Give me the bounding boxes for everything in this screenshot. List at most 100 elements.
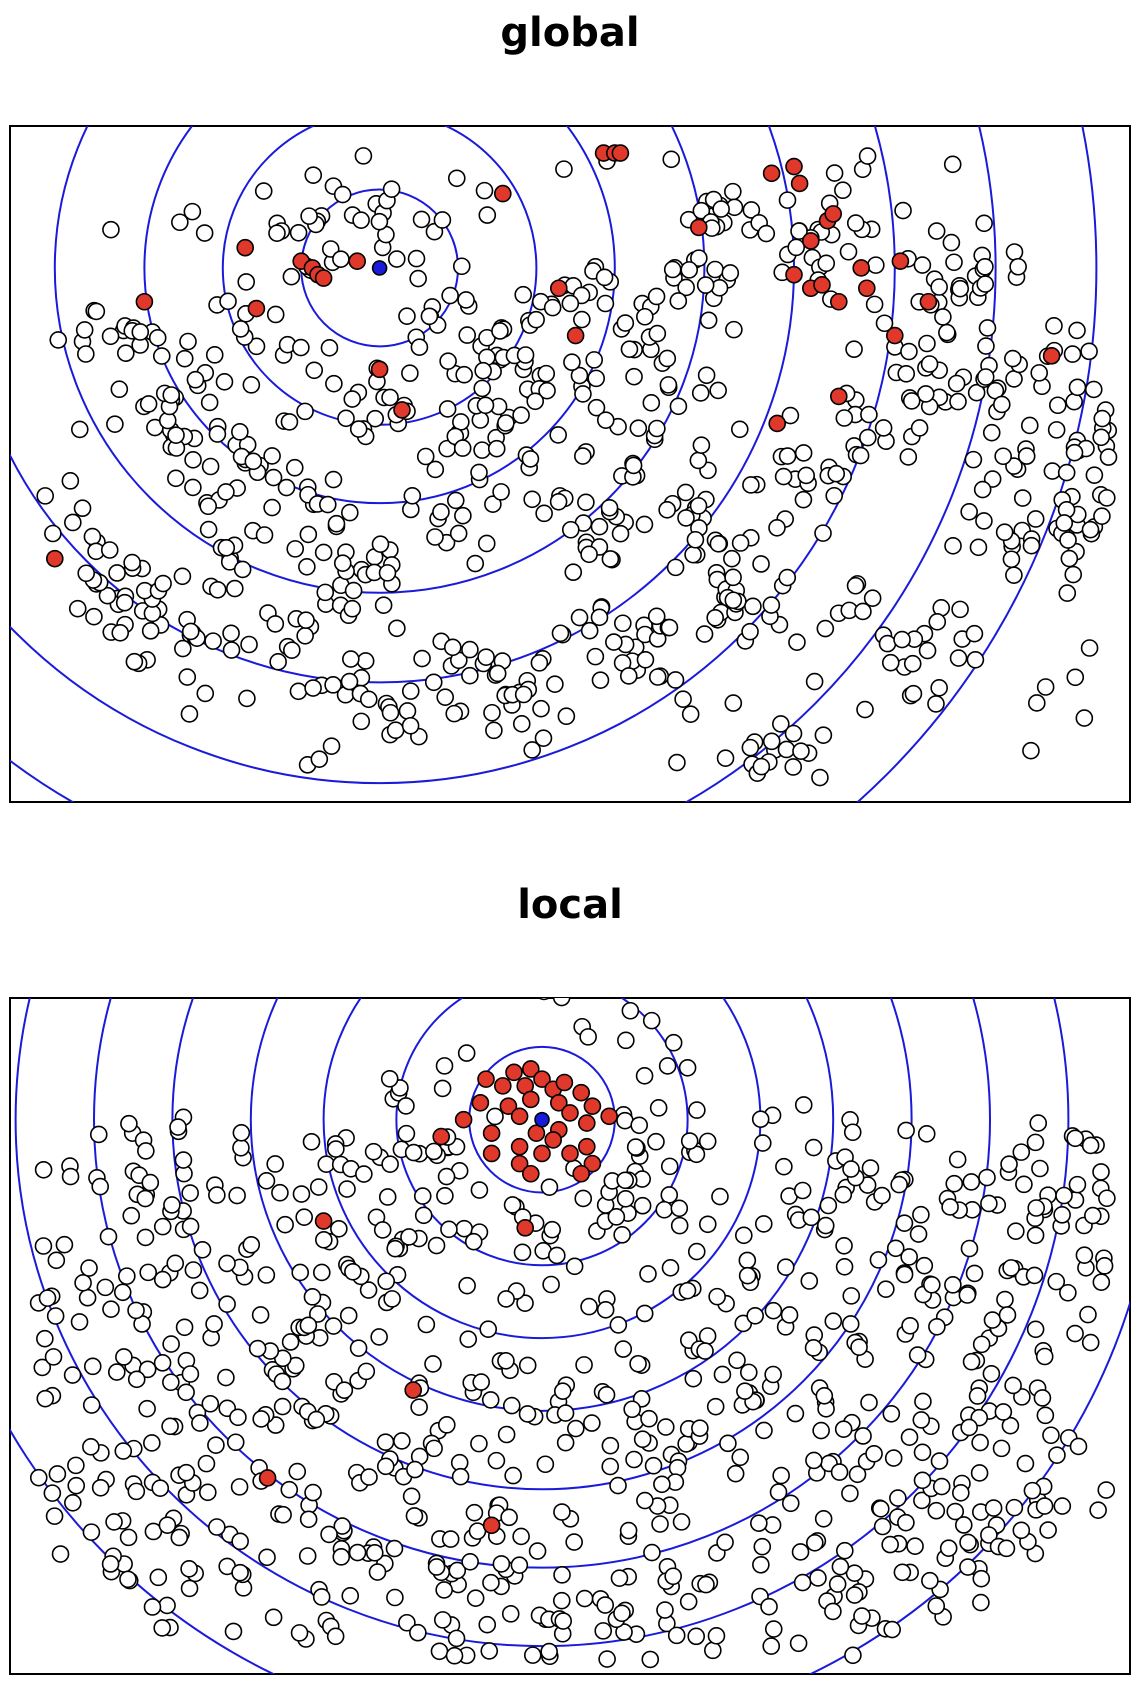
data-point	[282, 267, 301, 286]
data-point	[393, 1432, 411, 1450]
data-point	[1085, 466, 1104, 484]
data-point	[549, 492, 568, 511]
data-point	[726, 1464, 745, 1483]
data-point	[1064, 565, 1083, 584]
data-point	[326, 1627, 345, 1646]
data-point	[731, 534, 750, 552]
data-point	[607, 1208, 626, 1226]
data-point	[772, 1466, 790, 1485]
scatter-plot-local	[9, 997, 1131, 1675]
neighbor-point	[521, 1060, 540, 1078]
neighbor-point	[549, 279, 568, 298]
data-point	[845, 1586, 864, 1604]
data-point	[34, 1237, 53, 1255]
data-point	[44, 1348, 63, 1366]
data-point	[299, 525, 318, 544]
data-point	[436, 688, 455, 706]
data-point	[1027, 694, 1046, 712]
data-point	[435, 1057, 454, 1075]
data-point	[721, 264, 740, 282]
data-point	[359, 690, 378, 709]
data-point	[912, 1205, 930, 1224]
data-point	[280, 1480, 299, 1499]
data-point	[470, 1181, 489, 1199]
data-point	[441, 1530, 460, 1548]
data-point	[527, 310, 545, 329]
data-point	[344, 581, 363, 600]
data-point	[296, 626, 314, 645]
data-point	[184, 478, 202, 497]
data-point	[757, 224, 776, 243]
data-point	[811, 768, 829, 787]
data-point	[1035, 1497, 1054, 1515]
data-point	[994, 1403, 1013, 1421]
data-point	[647, 1132, 665, 1151]
data-point	[175, 349, 194, 368]
data-point	[136, 1228, 155, 1247]
data-point	[115, 1348, 133, 1366]
data-point	[91, 1177, 109, 1196]
data-point	[952, 1484, 970, 1502]
data-point	[476, 396, 495, 415]
data-point	[337, 409, 355, 428]
data-point	[902, 392, 921, 410]
data-point	[965, 624, 984, 643]
data-point	[201, 457, 220, 476]
data-point	[834, 1185, 853, 1204]
data-point	[1012, 1521, 1031, 1540]
data-point	[760, 1597, 778, 1616]
data-point	[232, 1123, 251, 1142]
data-point	[752, 555, 770, 573]
data-point	[660, 1157, 679, 1176]
data-point	[711, 1187, 729, 1206]
data-point	[904, 684, 923, 703]
data-point	[289, 223, 308, 242]
data-point	[36, 487, 54, 505]
data-point	[1013, 1388, 1031, 1406]
data-point	[709, 381, 727, 400]
data-point	[535, 504, 553, 523]
data-point	[162, 1335, 180, 1353]
data-point	[217, 483, 235, 501]
data-point	[1000, 1155, 1018, 1173]
data-point	[238, 689, 256, 708]
data-point	[258, 1548, 276, 1567]
data-point	[382, 180, 401, 198]
data-point	[613, 614, 632, 633]
data-point	[982, 1364, 1001, 1383]
data-point	[750, 1514, 768, 1532]
data-point	[477, 648, 495, 666]
data-point	[613, 1604, 631, 1623]
data-point	[309, 1305, 327, 1323]
data-point	[553, 1566, 571, 1584]
data-point	[625, 1450, 643, 1469]
data-point	[610, 1569, 629, 1587]
neighbor-point	[572, 1083, 591, 1102]
data-point	[374, 596, 393, 614]
data-point	[1007, 1222, 1025, 1241]
data-point	[854, 602, 872, 621]
neighbor-point	[857, 279, 876, 298]
data-point	[425, 1142, 443, 1161]
data-point	[846, 214, 865, 232]
data-point	[835, 1541, 854, 1560]
data-point	[317, 1155, 336, 1173]
data-point	[972, 1593, 990, 1612]
data-point	[352, 211, 370, 229]
data-point	[580, 545, 598, 564]
data-point	[906, 1537, 924, 1556]
data-point	[992, 1439, 1011, 1458]
data-point	[322, 737, 341, 755]
data-point	[834, 181, 852, 200]
data-point	[512, 715, 531, 733]
data-point	[512, 1527, 530, 1546]
neighbor-point	[611, 144, 630, 162]
data-point	[959, 1533, 977, 1552]
data-point	[1030, 364, 1049, 382]
data-point	[1084, 1206, 1102, 1225]
data-point	[96, 1278, 115, 1297]
data-point	[724, 182, 742, 201]
data-point	[834, 1420, 853, 1439]
data-point	[918, 641, 937, 660]
data-point	[181, 1217, 200, 1236]
